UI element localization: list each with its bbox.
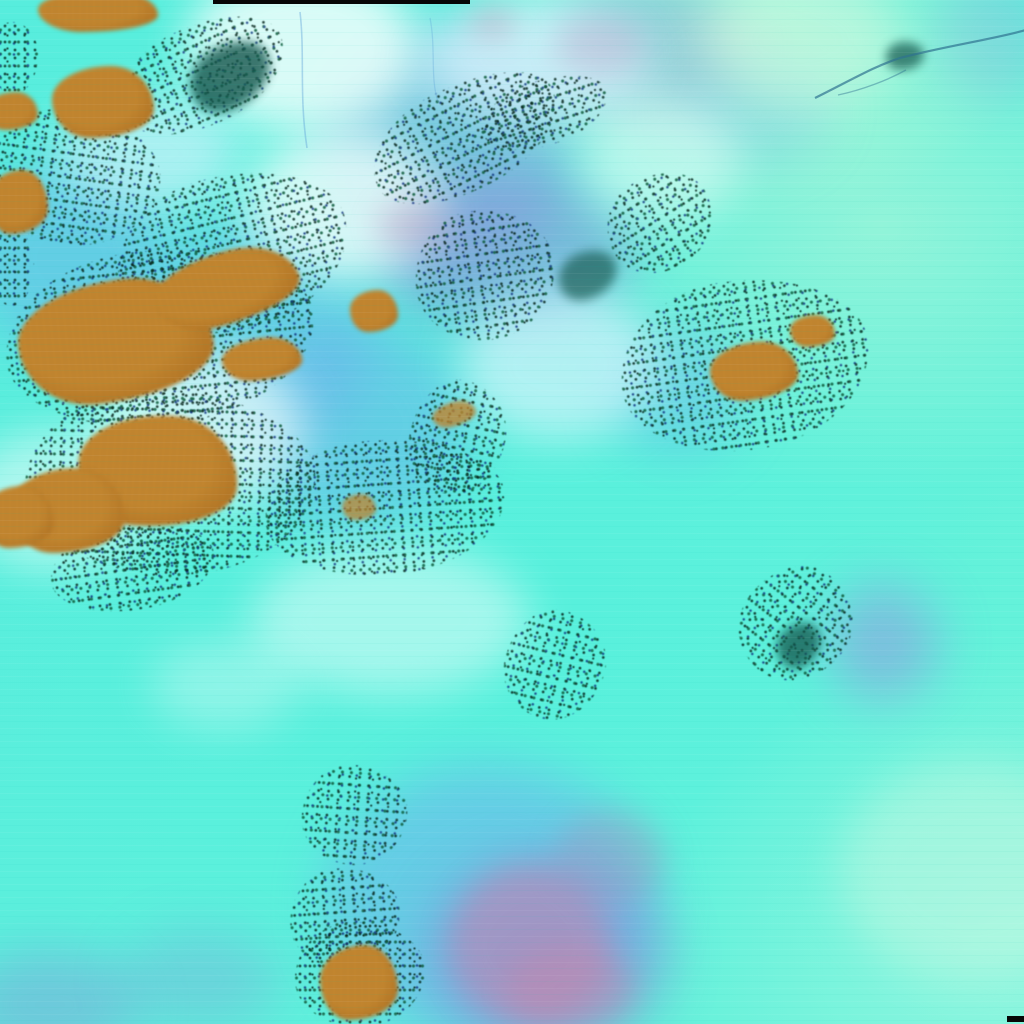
orange-bare-ground-patch xyxy=(790,315,835,347)
mauve-terrain-patch xyxy=(555,15,645,75)
scanline-artifact-top xyxy=(213,0,470,4)
lavender-smoke-haze xyxy=(0,950,140,1024)
lavender-smoke-haze xyxy=(935,0,1024,100)
dark-terrain-speckle-field xyxy=(0,22,38,94)
orange-bare-ground-patch xyxy=(0,92,38,130)
cloud-haze-blob xyxy=(840,760,1024,980)
orange-bare-ground-patch xyxy=(38,0,158,32)
orange-bare-ground-patch xyxy=(0,486,54,548)
mauve-terrain-patch xyxy=(505,945,635,1024)
orange-bare-ground-patch xyxy=(320,945,398,1020)
teal-smear xyxy=(886,42,924,70)
orange-bare-ground-patch xyxy=(0,170,48,234)
orange-bare-ground-patch xyxy=(342,494,376,520)
mauve-terrain-patch xyxy=(470,8,515,38)
orange-bare-ground-patch xyxy=(52,66,154,138)
scanline-artifact-corner xyxy=(1007,1016,1024,1022)
mauve-terrain-patch xyxy=(555,810,665,905)
orange-bare-ground-patch xyxy=(350,290,398,332)
lavender-smoke-haze xyxy=(120,930,280,1024)
mauve-terrain-patch xyxy=(450,865,610,1024)
cloud-haze-blob xyxy=(150,640,300,730)
